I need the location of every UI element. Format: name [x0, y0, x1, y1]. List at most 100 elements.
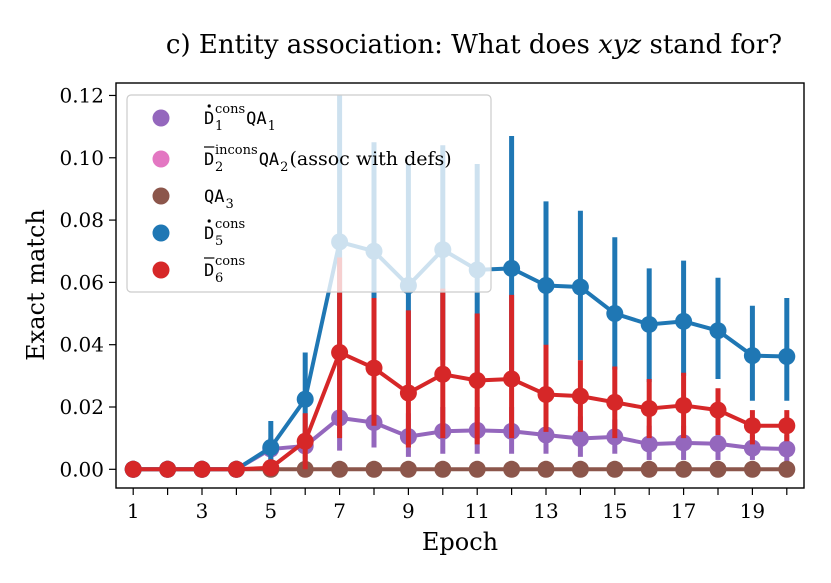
- legend-marker: [152, 150, 170, 168]
- legend-accent-dot: [207, 104, 211, 108]
- legend-qa-subscript: 1: [268, 119, 276, 134]
- legend-box: [126, 94, 492, 293]
- y-tick-label: 0.02: [59, 395, 104, 419]
- legend-qa-subscript: 2: [280, 160, 288, 175]
- data-point: [331, 460, 349, 478]
- title-suffix: stand for?: [641, 30, 782, 60]
- y-tick-label: 0.04: [59, 333, 104, 357]
- legend-superscript: cons: [215, 102, 245, 117]
- y-tick-label: 0.00: [59, 457, 104, 481]
- x-tick-label: 13: [533, 499, 558, 523]
- data-point: [365, 359, 383, 377]
- y-tick-label: 0.08: [59, 208, 104, 232]
- data-point: [434, 460, 452, 478]
- data-point: [606, 460, 624, 478]
- data-point: [675, 312, 693, 330]
- data-point: [640, 315, 658, 333]
- y-axis: 0.00 0.02 0.04 0.06 0.08 0.10 0.12: [59, 83, 116, 481]
- data-point: [571, 278, 589, 296]
- legend-note: (assoc with defs): [289, 148, 451, 170]
- data-point: [399, 384, 417, 402]
- data-point: [640, 400, 658, 418]
- legend-subscript: 5: [215, 234, 223, 249]
- x-axis-label: Epoch: [422, 528, 498, 556]
- data-point: [709, 460, 727, 478]
- data-point: [709, 435, 727, 453]
- legend-subscript: 6: [215, 271, 223, 286]
- data-point: [778, 460, 796, 478]
- data-point: [709, 401, 727, 419]
- x-tick-label: 7: [333, 499, 346, 523]
- data-point: [778, 440, 796, 458]
- data-point: [365, 460, 383, 478]
- data-point: [537, 460, 555, 478]
- x-tick-label: 5: [264, 499, 277, 523]
- data-point: [640, 435, 658, 453]
- data-point: [193, 460, 211, 478]
- data-point: [262, 439, 280, 456]
- data-point: [709, 322, 727, 340]
- legend-subscript: 2: [215, 160, 223, 175]
- chart-title: c) Entity association: What does xyz sta…: [166, 30, 782, 60]
- x-tick-label: 15: [602, 499, 627, 523]
- x-tick-label: 9: [402, 499, 415, 523]
- data-point: [571, 460, 589, 478]
- legend-marker: [152, 261, 170, 279]
- legend-symbol: D: [204, 109, 214, 129]
- y-axis-label: Exact match: [22, 209, 50, 361]
- legend-marker: [152, 187, 170, 205]
- data-point: [743, 347, 761, 365]
- x-tick-label: 19: [740, 499, 765, 523]
- y-tick-label: 0.06: [59, 270, 104, 294]
- legend-accent-dot: [207, 219, 211, 223]
- x-tick-label: 17: [671, 499, 696, 523]
- data-point: [503, 259, 521, 277]
- data-point: [537, 277, 555, 294]
- legend-superscript: cons: [215, 254, 245, 269]
- data-point: [434, 365, 452, 383]
- legend-superscript: incons: [215, 143, 258, 158]
- legend-item-qa3: QA 3: [152, 187, 234, 212]
- legend-subscript: 1: [215, 119, 223, 134]
- data-point: [606, 393, 624, 411]
- data-point: [675, 434, 693, 452]
- data-point: [571, 429, 589, 447]
- legend-superscript: cons: [215, 217, 245, 232]
- data-point: [743, 439, 761, 457]
- legend-qa: QA: [246, 109, 266, 129]
- x-tick-label: 3: [196, 499, 209, 523]
- title-var: xyz: [598, 30, 641, 60]
- title-prefix: c) Entity association: What does: [166, 30, 598, 60]
- data-point: [468, 460, 486, 478]
- data-point: [675, 460, 693, 478]
- data-point: [159, 460, 177, 478]
- data-point: [124, 460, 142, 478]
- plot-frame: [115, 82, 805, 489]
- x-tick-label: 1: [127, 499, 140, 523]
- data-point: [503, 460, 521, 478]
- data-point: [537, 386, 555, 404]
- legend-marker: [152, 224, 170, 242]
- data-point: [331, 343, 349, 361]
- legend-symbol: D: [204, 224, 214, 244]
- y-tick-label: 0.12: [59, 83, 104, 107]
- legend-symbol: D: [204, 150, 214, 170]
- data-point: [640, 460, 658, 478]
- data-point: [468, 372, 486, 390]
- legend-qa: QA: [259, 150, 279, 170]
- data-point: [227, 460, 245, 478]
- legend-qa: QA: [204, 187, 224, 207]
- x-tick-label: 11: [464, 499, 489, 523]
- data-point: [675, 396, 693, 414]
- legend-marker: [152, 109, 170, 127]
- data-point: [537, 426, 555, 444]
- y-tick-label: 0.10: [59, 146, 104, 170]
- legend-symbol: D: [204, 261, 214, 281]
- data-point: [262, 459, 280, 477]
